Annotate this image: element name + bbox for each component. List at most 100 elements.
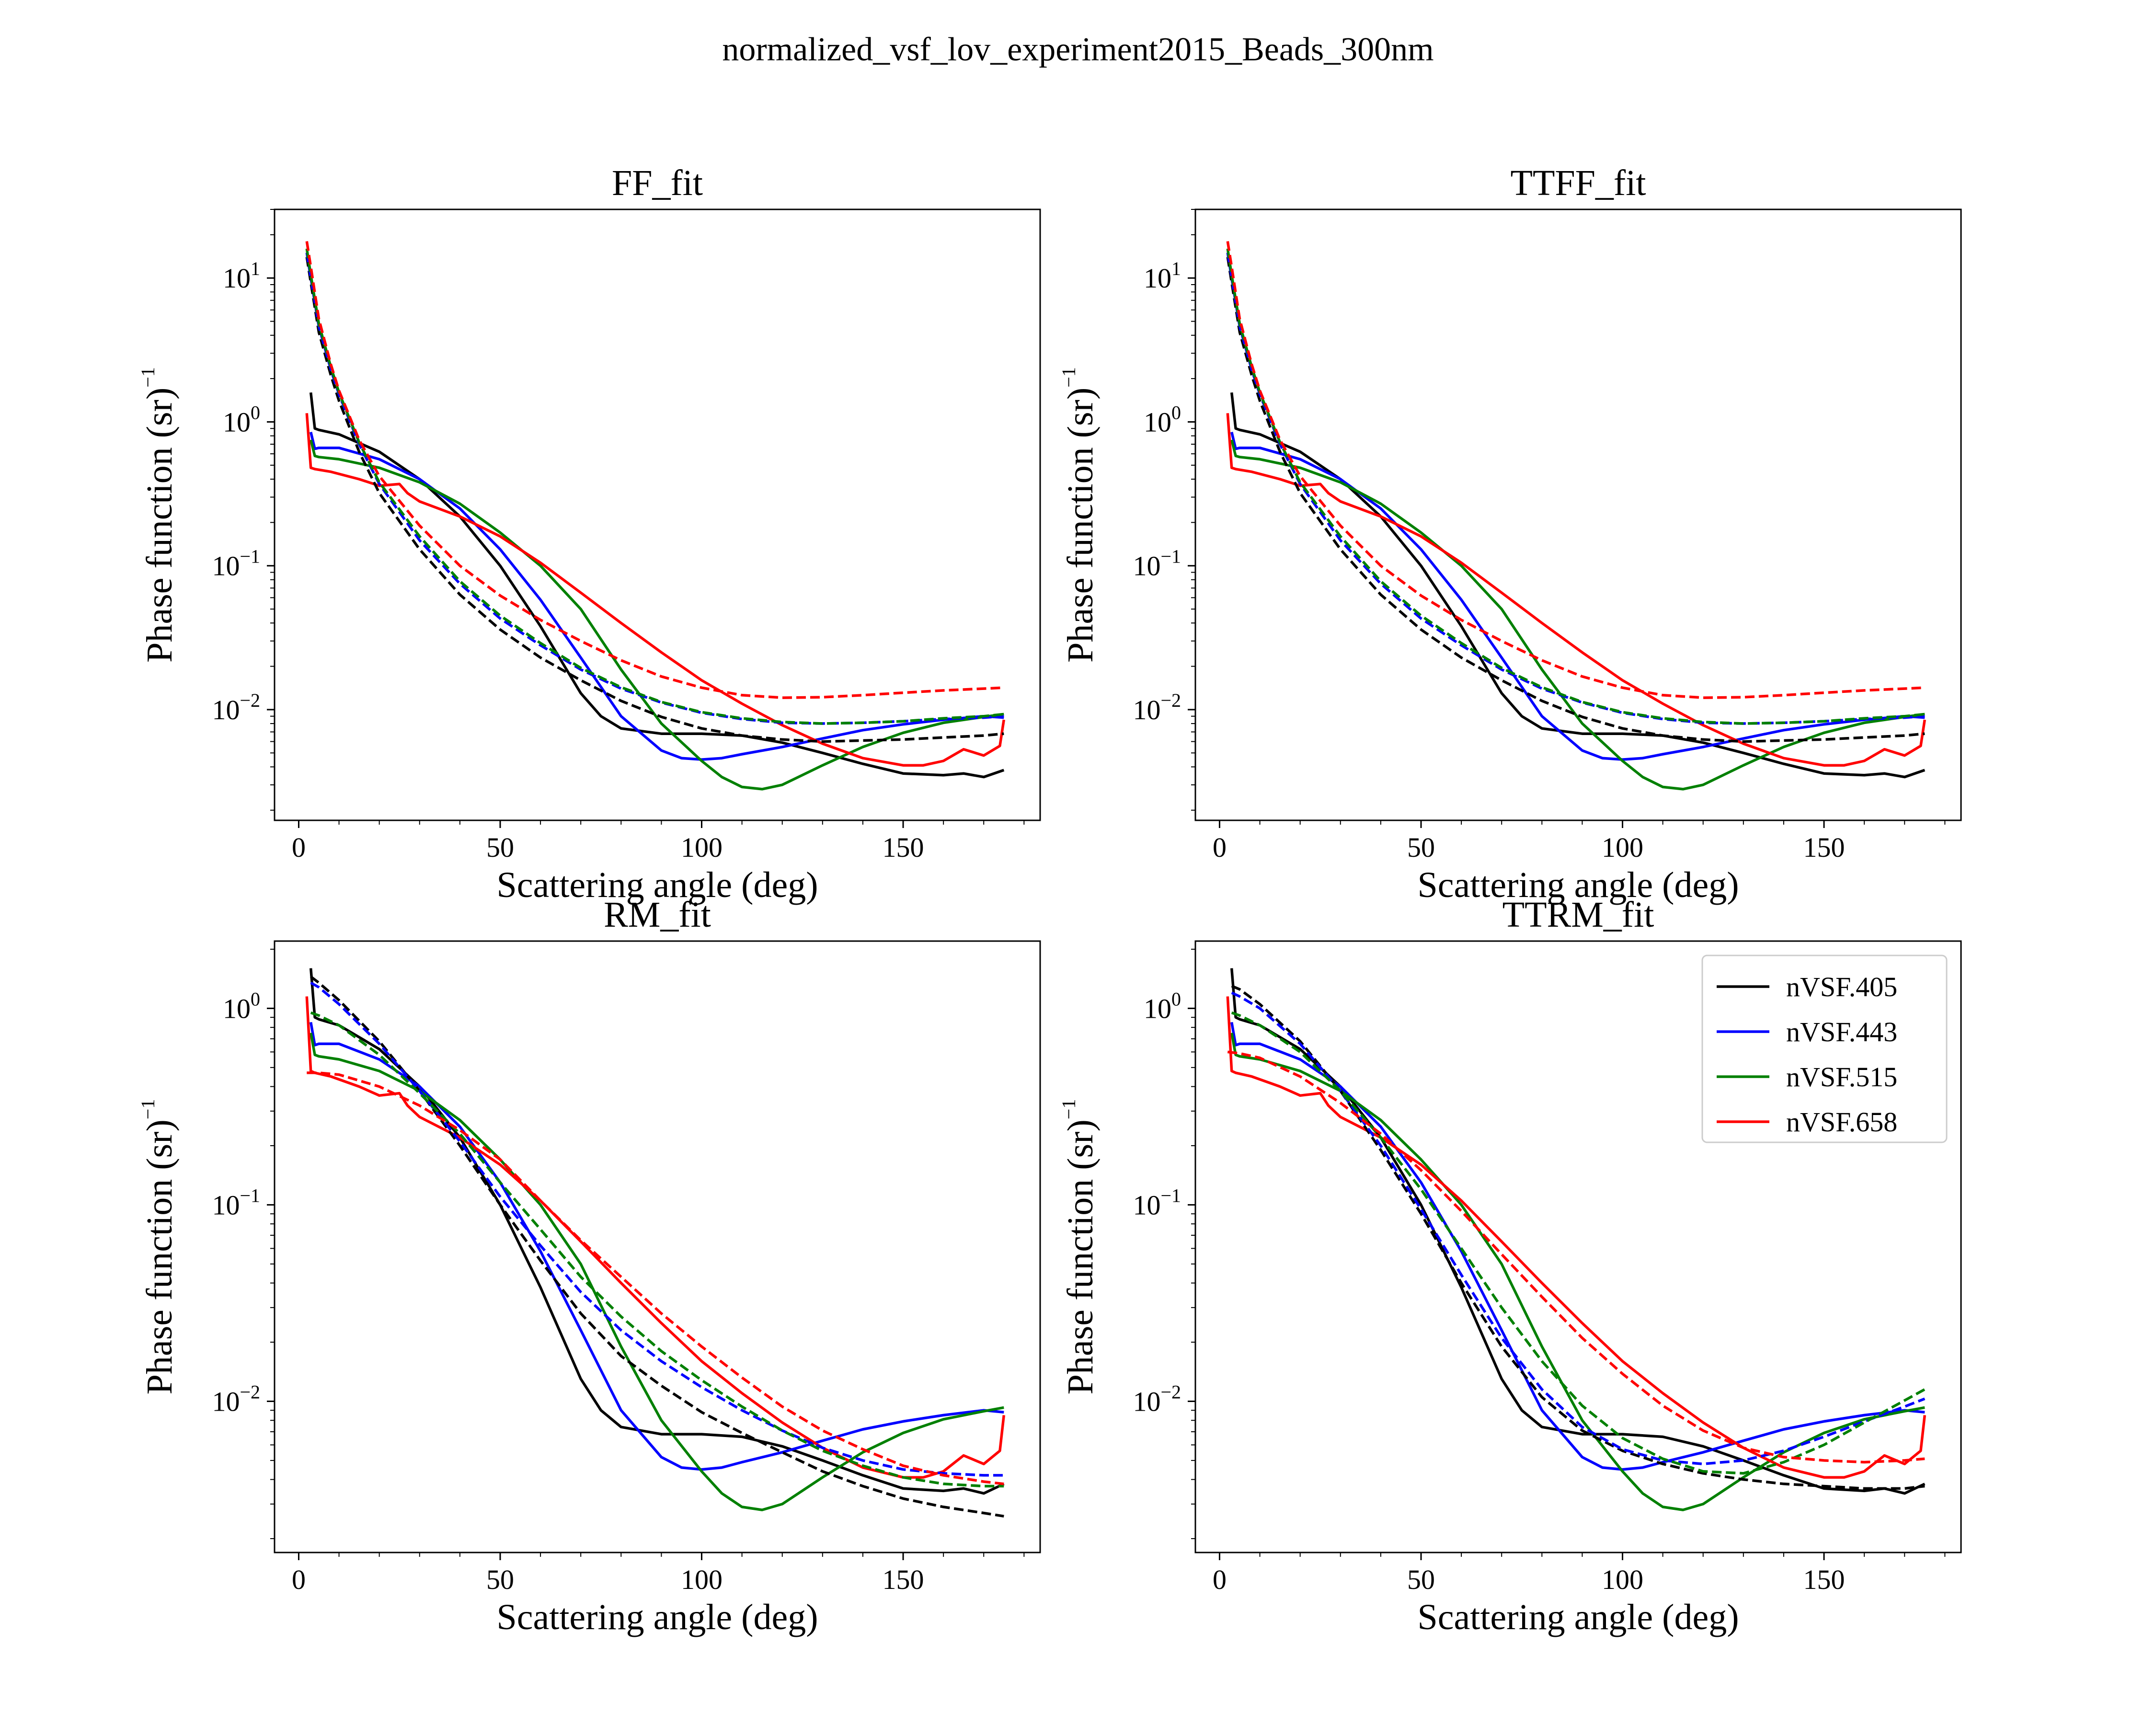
x-tick-label: 50 xyxy=(1407,832,1435,863)
y-tick-exponent: −2 xyxy=(1160,690,1181,711)
x-axis-label: Scattering angle (deg) xyxy=(496,1597,818,1637)
panel-2: 0 50 100 15010110010−110−2TTFF_fitScatterin… xyxy=(1058,163,1962,905)
x-tick-label: 0 xyxy=(292,832,306,863)
panel-title: RM_fit xyxy=(604,895,711,935)
y-axis-label-exponent: −1 xyxy=(1058,1099,1079,1120)
y-axis-label-text: Phase function (sr) xyxy=(1060,1119,1101,1394)
legend-label-nvsf-405: nVSF.405 xyxy=(1786,971,1897,1002)
y-tick-base: 10 xyxy=(212,1386,240,1417)
x-tick-label: 100 xyxy=(681,1564,722,1595)
legend: nVSF.405 nVSF.443 nVSF.515 nVSF.658 xyxy=(1701,954,1948,1143)
y-tick-exponent: −1 xyxy=(1160,546,1181,567)
y-tick-label: 101 xyxy=(223,258,260,294)
nvsf-405-line xyxy=(309,392,1005,779)
plot-frame xyxy=(1194,940,1962,1553)
x-tick-label: 150 xyxy=(1803,1564,1845,1595)
fit-ff0000-dashed-line xyxy=(1226,241,1925,699)
y-tick-base: 10 xyxy=(1144,993,1171,1024)
y-tick-exponent: 0 xyxy=(1171,988,1181,1010)
y-tick-label: 10−1 xyxy=(1133,1184,1181,1220)
x-tick-label: 150 xyxy=(883,1564,924,1595)
y-axis-label: Phase function (sr)−1 xyxy=(137,367,180,663)
y-tick-label: 101 xyxy=(1144,258,1181,294)
fit-ff0000-dashed-line xyxy=(1227,1050,1925,1464)
nvsf-443-line xyxy=(309,1022,1004,1471)
y-axis-label-exponent: −1 xyxy=(1058,367,1079,388)
y-tick-exponent: 0 xyxy=(1171,402,1181,423)
fit-008000-dashed-line xyxy=(1231,1011,1926,1475)
x-axis-label: Scattering angle (deg) xyxy=(496,865,818,905)
nvsf-405-line xyxy=(309,968,1005,1495)
plot-frame xyxy=(274,208,1041,821)
y-tick-label: 10−2 xyxy=(212,1381,260,1417)
y-tick-exponent: −2 xyxy=(240,690,260,711)
fit-008000-dashed-line xyxy=(310,1011,1004,1488)
x-tick-label: 50 xyxy=(486,1564,514,1595)
y-tick-exponent: 1 xyxy=(1171,258,1181,279)
plot-frame xyxy=(1194,208,1962,821)
legend-box xyxy=(1701,954,1948,1143)
y-tick-label: 100 xyxy=(1144,988,1181,1024)
y-tick-base: 10 xyxy=(1144,263,1171,294)
y-tick-base: 10 xyxy=(212,551,240,582)
plot-frame xyxy=(274,940,1041,1553)
series-group xyxy=(305,968,1006,1518)
nvsf-658-line xyxy=(1226,996,1927,1479)
x-axis-label: Scattering angle (deg) xyxy=(1417,1597,1739,1637)
x-tick-label: 100 xyxy=(1602,832,1643,863)
y-axis-label-exponent: −1 xyxy=(137,367,159,388)
legend-label-nvsf-515: nVSF.515 xyxy=(1786,1061,1897,1092)
fit-000000-dashed-line xyxy=(1231,985,1925,1490)
y-tick-exponent: −1 xyxy=(1160,1184,1181,1206)
y-tick-exponent: 0 xyxy=(251,988,260,1010)
nvsf-515-line xyxy=(1230,1033,1925,1511)
nvsf-515-line xyxy=(309,1033,1004,1511)
x-tick-label: 0 xyxy=(292,1564,306,1595)
y-axis-label: Phase function (sr)−1 xyxy=(1058,367,1101,663)
nvsf-405-line xyxy=(1230,392,1926,779)
y-tick-label: 10−2 xyxy=(212,690,260,725)
y-axis-label-text: Phase function (sr) xyxy=(139,388,180,663)
series-group xyxy=(1226,241,1927,791)
y-tick-label: 100 xyxy=(1144,402,1181,437)
nvsf-443-line xyxy=(1230,1022,1925,1471)
x-tick-label: 150 xyxy=(883,832,924,863)
panel-1: 0 50 100 15010110010−110−2FF_fitScattering … xyxy=(137,163,1041,905)
fit-008000-dashed-line xyxy=(1226,248,1925,725)
y-axis-label: Phase function (sr)−1 xyxy=(1058,1099,1101,1395)
panel-title: TTRM_fit xyxy=(1502,895,1654,935)
y-tick-exponent: −2 xyxy=(1160,1381,1181,1403)
y-tick-base: 10 xyxy=(223,406,251,437)
x-tick-label: 150 xyxy=(1803,832,1845,863)
y-tick-label: 100 xyxy=(223,988,260,1024)
y-tick-base: 10 xyxy=(223,263,251,294)
x-tick-label: 0 xyxy=(1213,1564,1227,1595)
fit-0000ff-dashed-line xyxy=(310,981,1004,1477)
y-tick-base: 10 xyxy=(1144,406,1171,437)
y-tick-base: 10 xyxy=(1133,551,1160,582)
x-tick-label: 100 xyxy=(1602,1564,1643,1595)
y-tick-exponent: −2 xyxy=(240,1381,260,1403)
y-axis-label-text: Phase function (sr) xyxy=(139,1119,180,1394)
y-axis-label: Phase function (sr)−1 xyxy=(137,1099,180,1395)
y-tick-exponent: −1 xyxy=(240,546,260,567)
y-tick-base: 10 xyxy=(1133,694,1160,725)
series-group xyxy=(305,241,1006,791)
y-tick-exponent: −1 xyxy=(240,1184,260,1206)
fit-0000ff-dashed-line xyxy=(1231,991,1926,1465)
y-axis-label-text: Phase function (sr) xyxy=(1060,388,1101,663)
nvsf-658-line xyxy=(1226,413,1927,767)
y-tick-base: 10 xyxy=(1133,1386,1160,1417)
y-tick-base: 10 xyxy=(212,694,240,725)
y-tick-label: 10−1 xyxy=(1133,546,1181,582)
fit-008000-dashed-line xyxy=(305,248,1004,725)
y-tick-label: 100 xyxy=(223,402,260,437)
y-tick-base: 10 xyxy=(212,1189,240,1220)
y-tick-base: 10 xyxy=(223,993,251,1024)
x-tick-label: 100 xyxy=(681,832,722,863)
nvsf-405-line xyxy=(1230,968,1926,1495)
